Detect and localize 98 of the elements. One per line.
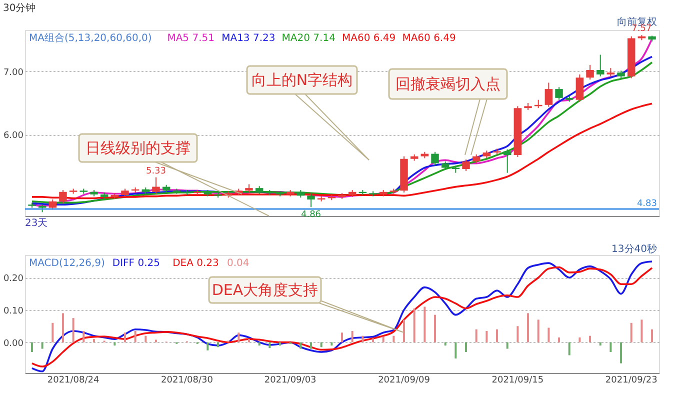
- bar: [537, 320, 540, 342]
- bar: [320, 342, 322, 348]
- bar: [475, 329, 478, 342]
- y-tick-label: 6.00: [3, 131, 24, 142]
- bar: [154, 340, 157, 342]
- bar: [134, 330, 136, 342]
- y-tick-label: 7.00: [3, 68, 24, 78]
- bar: [568, 342, 570, 356]
- bar: [144, 336, 147, 342]
- legend-title: MACD(12,26,9): [29, 258, 106, 269]
- x-tick-label: 2021/08/30: [161, 376, 214, 386]
- bar: [620, 342, 622, 364]
- candlestick: [431, 151, 439, 166]
- bar: [258, 342, 260, 346]
- text: MA60 6.49: [342, 33, 396, 44]
- bar: [124, 332, 126, 342]
- bar: [92, 339, 95, 342]
- bar: [72, 318, 74, 342]
- bar: [630, 322, 632, 342]
- bar: [465, 342, 468, 352]
- bar: [248, 339, 250, 342]
- annotation: DEA大角度支持: [212, 281, 318, 299]
- annotation: 日线级别的支撑: [86, 139, 190, 157]
- x-tick-label: 2021/09/03: [264, 376, 316, 386]
- bar: [206, 342, 209, 350]
- bar: [496, 329, 498, 342]
- bar: [216, 342, 219, 348]
- annotation: MA60 6.49: [402, 33, 456, 44]
- y-tick-label: 0.10: [3, 306, 24, 316]
- candlestick: [152, 176, 160, 194]
- bar: [434, 314, 436, 342]
- text: MA13 7.23: [222, 33, 276, 44]
- annotation: 4.86: [300, 210, 322, 220]
- bar: [82, 330, 85, 342]
- x-tick-label: 2021/09/23: [605, 376, 658, 386]
- bar: [52, 322, 54, 342]
- bar: [610, 342, 612, 352]
- candlestick: [59, 189, 67, 204]
- bar: [114, 342, 116, 346]
- bar: [403, 320, 406, 342]
- bar: [506, 342, 508, 349]
- y-tick-label: 0.20: [3, 274, 24, 284]
- text: DEA 0.23: [172, 258, 219, 269]
- x-tick-label: 2021/09/09: [378, 376, 430, 386]
- candlestick: [503, 148, 512, 174]
- text: MA20 7.14: [282, 33, 336, 44]
- candlestick: [544, 82, 553, 108]
- text: DIFF 0.25: [112, 258, 160, 269]
- bar: [238, 332, 240, 342]
- text: 0.04: [227, 258, 250, 269]
- bar: [444, 342, 446, 346]
- bar: [382, 336, 384, 342]
- bar: [454, 342, 457, 358]
- bar: [62, 313, 64, 342]
- annotation: 5.33: [146, 166, 166, 176]
- bar: [41, 342, 44, 349]
- bar: [599, 342, 602, 346]
- bar: [413, 308, 416, 342]
- candlestick: [576, 74, 584, 102]
- annotation: 7.57: [632, 24, 652, 34]
- legend-title: MA组合(5,13,20,60,60,0): [29, 32, 152, 44]
- bar: [424, 306, 426, 342]
- bar: [486, 330, 488, 342]
- text: 13分40秒: [612, 243, 657, 255]
- bar: [589, 336, 592, 342]
- bar: [527, 313, 530, 342]
- bar: [372, 338, 374, 342]
- bar: [578, 337, 581, 342]
- candlestick: [307, 193, 315, 208]
- ref-line-label: 4.83: [636, 199, 657, 210]
- bar: [268, 342, 271, 348]
- bar: [558, 337, 560, 342]
- bar: [516, 326, 519, 342]
- y-tick-label: 0.00: [3, 338, 24, 349]
- annotation: 回撤衰竭切入点: [396, 75, 500, 93]
- bar: [651, 329, 654, 342]
- candlestick: [555, 86, 563, 100]
- bar: [392, 336, 395, 342]
- bar: [310, 342, 312, 349]
- bar: [351, 330, 354, 342]
- bar: [30, 342, 33, 352]
- bar: [330, 342, 333, 346]
- annotation: 向上的N字结构: [251, 71, 353, 89]
- bar: [341, 332, 343, 342]
- text: 23天: [25, 218, 48, 229]
- bar: [278, 342, 281, 346]
- candlestick: [596, 54, 604, 77]
- candlestick: [462, 159, 470, 172]
- x-tick-label: 2021/09/15: [492, 376, 544, 386]
- bar: [548, 328, 550, 342]
- bar: [362, 336, 364, 342]
- text: MA5 7.51: [167, 33, 214, 44]
- chart-subtitle: 30分钟: [2, 2, 36, 14]
- bar: [640, 320, 643, 342]
- bar: [300, 342, 302, 349]
- x-tick-label: 2021/08/24: [47, 376, 100, 386]
- candlestick: [48, 198, 57, 210]
- candlestick: [586, 64, 594, 80]
